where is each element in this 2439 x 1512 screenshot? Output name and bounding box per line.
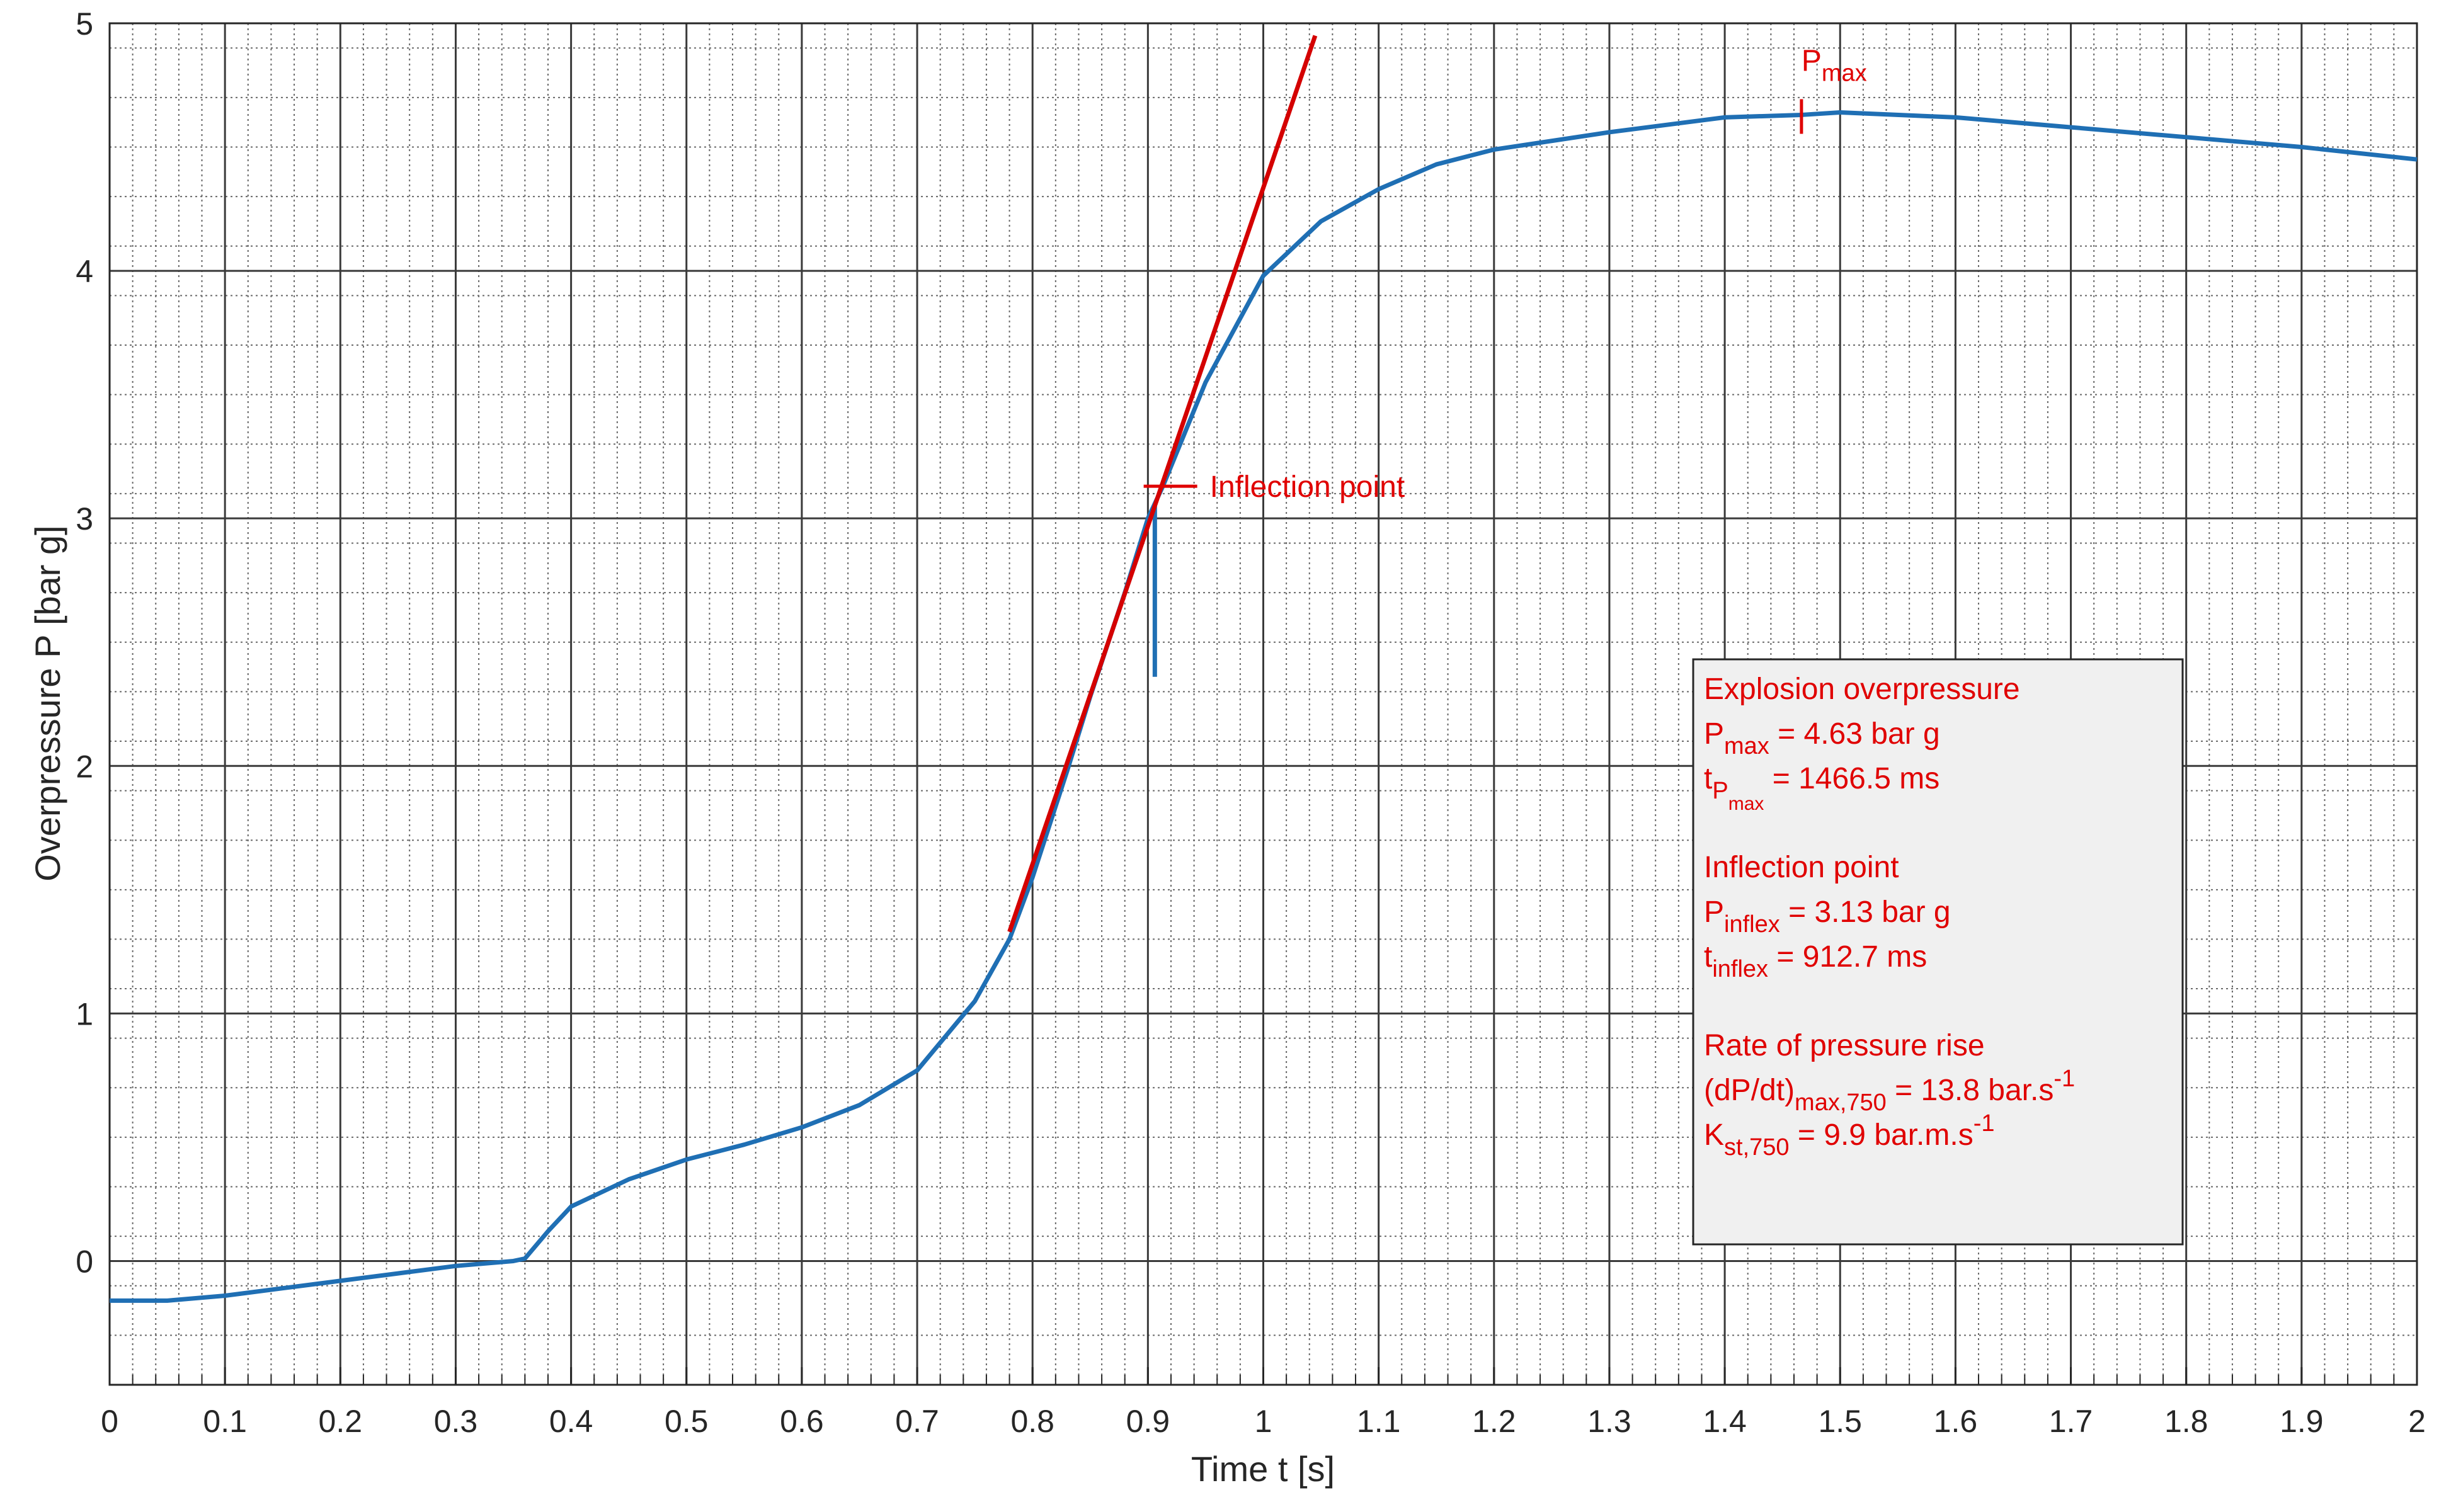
text-part: st,750 [1724, 1134, 1790, 1161]
text-part: inflex [1712, 956, 1768, 982]
text-box-line: (dP/dt)max,750 = 13.8 bar.s-1 [1704, 1066, 2075, 1116]
x-tick-label: 0 [101, 1404, 118, 1439]
text-part: inflex [1724, 911, 1780, 938]
x-tick-label: 0.8 [1010, 1404, 1054, 1439]
x-tick-label: 0.4 [549, 1404, 593, 1439]
y-tick-label: 3 [76, 501, 93, 537]
x-tick-label: 0.7 [895, 1404, 939, 1439]
y-tick-label: 1 [76, 996, 93, 1032]
text-part: P [1802, 44, 1822, 77]
text-box-line: tinflex = 912.7 ms [1704, 940, 1927, 982]
text-part: max [1724, 733, 1769, 759]
y-tick-label: 2 [76, 749, 93, 784]
text-box-line: Rate of pressure rise [1704, 1029, 1985, 1062]
text-part: max [1728, 793, 1764, 814]
text-box-line: Kst,750 = 9.9 bar.m.s-1 [1704, 1110, 1995, 1161]
text-part: Rate of pressure rise [1704, 1029, 1985, 1062]
x-tick-label: 0.2 [319, 1404, 363, 1439]
text-part: (dP/dt) [1704, 1074, 1795, 1107]
text-box-line: tPmax = 1466.5 ms [1704, 762, 1939, 814]
y-tick-label: 4 [76, 254, 93, 289]
axes-box [108, 22, 2418, 1386]
data-line [110, 110, 2418, 1303]
y-tick-label: 0 [76, 1244, 93, 1279]
text-part: Explosion overpressure [1704, 673, 2020, 706]
text-part: max,750 [1795, 1089, 1887, 1116]
text-part: = 1466.5 ms [1764, 762, 1939, 795]
text-part: max [1822, 60, 1867, 86]
x-tick-label: 1 [1255, 1404, 1272, 1439]
text-part: = 4.63 bar g [1769, 717, 1940, 751]
annotation-label: Inflection point [1210, 470, 1405, 504]
text-box-line: Explosion overpressure [1704, 673, 2020, 706]
text-part: Inflection point [1210, 470, 1405, 504]
text-part: Inflection point [1704, 851, 1899, 884]
text-part: = 13.8 bar.s [1887, 1074, 2054, 1107]
text-part: t [1704, 762, 1712, 795]
data-line [1007, 35, 1318, 933]
x-tick-label: 1.6 [1934, 1404, 1978, 1439]
y-tick-label: 5 [76, 6, 93, 42]
text-part: -1 [2053, 1066, 2075, 1092]
x-tick-label: 1.9 [2280, 1404, 2324, 1439]
text-part: P [1704, 717, 1724, 751]
text-part: = 9.9 bar.m.s [1790, 1118, 1973, 1152]
x-axis-label: Time t [s] [1191, 1449, 1335, 1489]
x-tick-label: 0.6 [780, 1404, 824, 1439]
text-part: = 912.7 ms [1768, 940, 1927, 974]
x-tick-label: 0.1 [203, 1404, 247, 1439]
x-tick-label: 1.4 [1703, 1404, 1747, 1439]
x-tick-label: 1.7 [2049, 1404, 2093, 1439]
text-box-line: Pinflex = 3.13 bar g [1704, 895, 1951, 938]
text-box [1692, 658, 2184, 1246]
annotation-label: Pmax [1802, 44, 1867, 86]
x-tick-label: 1.1 [1357, 1404, 1401, 1439]
text-part: K [1704, 1118, 1724, 1152]
text-box-line: Inflection point [1704, 851, 1899, 884]
text-part: t [1704, 940, 1712, 974]
y-axis-label: Overpressure P [bar g] [28, 525, 67, 881]
x-tick-label: 1.8 [2164, 1404, 2208, 1439]
text-part: P [1704, 895, 1724, 929]
x-tick-label: 0.5 [665, 1404, 709, 1439]
x-tick-label: 2 [2408, 1404, 2426, 1439]
x-tick-label: 0.3 [434, 1404, 478, 1439]
text-box-line: Pmax = 4.63 bar g [1704, 717, 1940, 759]
x-tick-label: 1.5 [1818, 1404, 1862, 1439]
text-part: = 3.13 bar g [1780, 895, 1951, 929]
x-tick-label: 1.3 [1587, 1404, 1631, 1439]
x-tick-label: 1.2 [1472, 1404, 1516, 1439]
text-part: -1 [1973, 1110, 1995, 1137]
text-part: P [1712, 778, 1728, 804]
x-tick-label: 0.9 [1126, 1404, 1170, 1439]
